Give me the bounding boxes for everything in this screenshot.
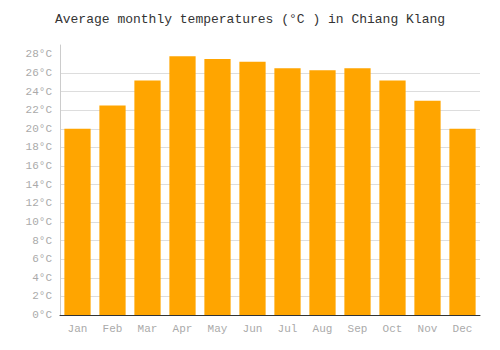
svg-text:28°C: 28°C: [26, 48, 53, 60]
svg-text:Feb: Feb: [103, 323, 123, 335]
svg-text:18°C: 18°C: [26, 141, 53, 153]
svg-text:Jun: Jun: [243, 323, 263, 335]
svg-text:20°C: 20°C: [26, 123, 53, 135]
svg-text:14°C: 14°C: [26, 179, 53, 191]
svg-text:Jan: Jan: [68, 323, 88, 335]
svg-text:12°C: 12°C: [26, 197, 53, 209]
svg-text:4°C: 4°C: [32, 272, 52, 284]
svg-text:10°C: 10°C: [26, 216, 53, 228]
svg-text:8°C: 8°C: [32, 235, 52, 247]
svg-text:24°C: 24°C: [26, 86, 53, 98]
svg-text:Nov: Nov: [418, 323, 438, 335]
svg-text:26°C: 26°C: [26, 67, 53, 79]
svg-text:Sep: Sep: [348, 323, 368, 335]
svg-text:0°C: 0°C: [32, 309, 52, 321]
svg-text:Dec: Dec: [453, 323, 473, 335]
svg-text:Oct: Oct: [383, 323, 403, 335]
svg-text:16°C: 16°C: [26, 160, 53, 172]
svg-text:Apr: Apr: [173, 323, 193, 335]
svg-text:22°C: 22°C: [26, 104, 53, 116]
svg-text:6°C: 6°C: [32, 253, 52, 265]
svg-text:Mar: Mar: [138, 323, 158, 335]
svg-text:May: May: [208, 323, 228, 335]
svg-text:2°C: 2°C: [32, 290, 52, 302]
svg-text:Aug: Aug: [313, 323, 333, 335]
svg-text:Average monthly temperatures (: Average monthly temperatures (°C ) in Ch…: [55, 12, 445, 27]
svg-text:Jul: Jul: [278, 323, 298, 335]
